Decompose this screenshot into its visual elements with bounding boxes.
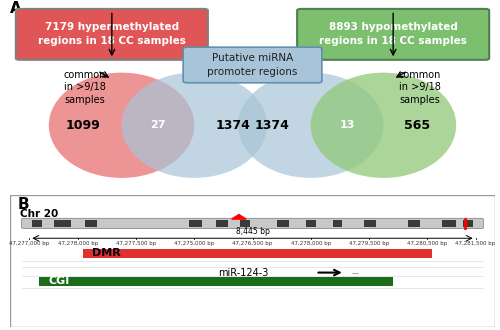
Text: 47,281,500 bp: 47,281,500 bp bbox=[456, 241, 496, 246]
Bar bbox=[216, 220, 228, 227]
FancyBboxPatch shape bbox=[16, 9, 208, 60]
FancyBboxPatch shape bbox=[22, 218, 483, 228]
Bar bbox=[408, 220, 420, 227]
Text: 47,278,000 bp: 47,278,000 bp bbox=[58, 241, 98, 246]
Text: miR-124-3: miR-124-3 bbox=[218, 268, 269, 278]
Bar bbox=[442, 220, 456, 227]
Text: 1374: 1374 bbox=[254, 119, 290, 132]
Polygon shape bbox=[232, 214, 246, 219]
Text: A: A bbox=[10, 1, 22, 16]
Ellipse shape bbox=[122, 73, 267, 178]
Bar bbox=[277, 220, 289, 227]
Bar bbox=[464, 220, 473, 227]
Bar bbox=[240, 220, 250, 227]
Bar bbox=[32, 220, 42, 227]
Text: 47,277,000 bp: 47,277,000 bp bbox=[10, 241, 50, 246]
Text: 47,277,500 bp: 47,277,500 bp bbox=[116, 241, 156, 246]
Text: common
in >9/18
samples: common in >9/18 samples bbox=[64, 70, 106, 105]
Text: 8,445 bp: 8,445 bp bbox=[236, 227, 270, 236]
Text: DMR: DMR bbox=[92, 248, 121, 258]
Text: 47,276,500 bp: 47,276,500 bp bbox=[232, 241, 272, 246]
Bar bbox=[39, 277, 393, 286]
FancyBboxPatch shape bbox=[183, 47, 322, 83]
Text: Chr 20: Chr 20 bbox=[20, 209, 58, 219]
Ellipse shape bbox=[49, 73, 195, 178]
Text: 47,280,500 bp: 47,280,500 bp bbox=[407, 241, 447, 246]
Bar bbox=[83, 249, 432, 258]
Text: B: B bbox=[18, 197, 29, 212]
Bar bbox=[54, 220, 70, 227]
Text: common
in >9/18
samples: common in >9/18 samples bbox=[398, 70, 441, 105]
Text: 1374: 1374 bbox=[216, 119, 250, 132]
Text: 27: 27 bbox=[150, 120, 166, 130]
Bar bbox=[85, 220, 98, 227]
Text: 8893 hypomethylated
regions in 18 CC samples: 8893 hypomethylated regions in 18 CC sam… bbox=[319, 22, 467, 46]
Text: Putative miRNA
promoter regions: Putative miRNA promoter regions bbox=[208, 53, 298, 77]
Text: 7179 hypermethylated
regions in 18 CC samples: 7179 hypermethylated regions in 18 CC sa… bbox=[38, 22, 186, 46]
Text: 47,279,500 bp: 47,279,500 bp bbox=[349, 241, 389, 246]
FancyBboxPatch shape bbox=[297, 9, 489, 60]
Text: 1099: 1099 bbox=[66, 119, 100, 132]
Bar bbox=[364, 220, 376, 227]
Text: 13: 13 bbox=[340, 120, 355, 130]
Text: 47,278,000 bp: 47,278,000 bp bbox=[290, 241, 331, 246]
Bar bbox=[306, 220, 316, 227]
Text: CGI: CGI bbox=[49, 277, 70, 286]
Ellipse shape bbox=[310, 73, 456, 178]
Bar bbox=[190, 220, 202, 227]
Ellipse shape bbox=[238, 73, 384, 178]
Text: 565: 565 bbox=[404, 119, 430, 132]
Text: —: — bbox=[352, 270, 359, 276]
Text: 47,275,000 bp: 47,275,000 bp bbox=[174, 241, 214, 246]
Bar bbox=[332, 220, 342, 227]
